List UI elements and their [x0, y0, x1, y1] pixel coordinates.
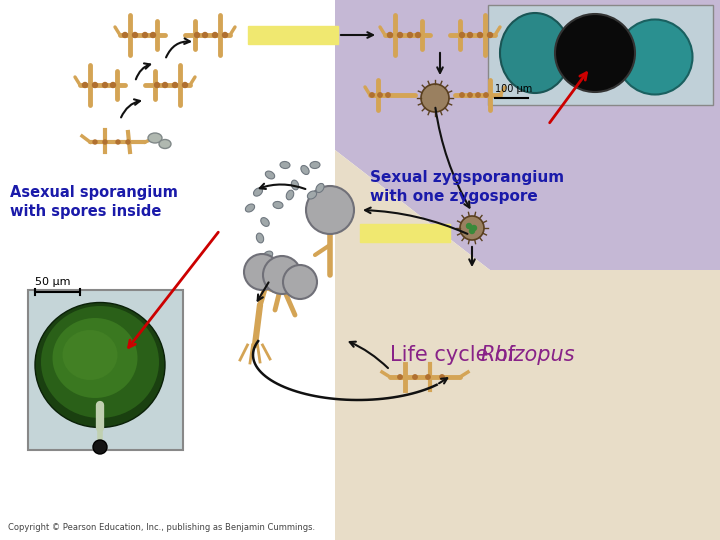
Ellipse shape: [307, 191, 317, 199]
Circle shape: [263, 256, 301, 294]
Circle shape: [467, 224, 472, 228]
Ellipse shape: [53, 318, 138, 398]
Ellipse shape: [316, 184, 324, 193]
Circle shape: [103, 140, 107, 144]
Circle shape: [426, 375, 431, 379]
Ellipse shape: [287, 190, 294, 200]
Circle shape: [460, 216, 484, 240]
Circle shape: [472, 226, 477, 231]
Ellipse shape: [301, 165, 309, 174]
Bar: [488, 5, 713, 105]
Circle shape: [244, 254, 280, 290]
Circle shape: [413, 375, 417, 379]
Circle shape: [155, 83, 160, 87]
Ellipse shape: [63, 330, 117, 380]
Circle shape: [122, 32, 127, 37]
Ellipse shape: [292, 180, 299, 190]
Circle shape: [476, 93, 480, 97]
Circle shape: [150, 32, 156, 37]
Bar: [28, 290, 183, 450]
Ellipse shape: [266, 171, 274, 179]
Text: Sexual zygsporangium
with one zygospore: Sexual zygsporangium with one zygospore: [370, 170, 564, 204]
Circle shape: [421, 84, 449, 112]
Circle shape: [283, 265, 317, 299]
Ellipse shape: [253, 188, 263, 196]
Text: 50 μm: 50 μm: [35, 277, 71, 287]
Circle shape: [83, 83, 88, 87]
Circle shape: [378, 93, 382, 97]
Circle shape: [387, 32, 392, 37]
Circle shape: [487, 32, 492, 37]
Ellipse shape: [305, 278, 315, 286]
Circle shape: [408, 32, 413, 37]
Circle shape: [477, 32, 482, 37]
Circle shape: [386, 93, 390, 97]
Circle shape: [173, 83, 178, 87]
Circle shape: [102, 83, 107, 87]
Ellipse shape: [256, 233, 264, 243]
Circle shape: [143, 32, 148, 37]
Ellipse shape: [280, 161, 290, 168]
Circle shape: [459, 32, 464, 37]
Circle shape: [116, 140, 120, 144]
Circle shape: [440, 375, 444, 379]
Ellipse shape: [290, 274, 300, 281]
Circle shape: [415, 32, 420, 37]
Ellipse shape: [275, 264, 284, 272]
Circle shape: [132, 32, 138, 37]
Circle shape: [93, 140, 97, 144]
Ellipse shape: [500, 13, 570, 93]
Ellipse shape: [273, 201, 283, 208]
Circle shape: [194, 32, 199, 37]
Ellipse shape: [555, 14, 635, 92]
Circle shape: [202, 32, 207, 37]
Ellipse shape: [159, 139, 171, 148]
Circle shape: [110, 83, 115, 87]
Circle shape: [93, 440, 107, 454]
Circle shape: [397, 375, 402, 379]
Polygon shape: [335, 150, 720, 540]
Circle shape: [467, 32, 472, 37]
Ellipse shape: [261, 218, 269, 226]
Circle shape: [212, 32, 217, 37]
Circle shape: [370, 93, 374, 97]
Text: Rhizopus: Rhizopus: [480, 345, 575, 365]
Text: 100 μm: 100 μm: [495, 84, 532, 94]
Ellipse shape: [618, 19, 693, 94]
Ellipse shape: [148, 133, 162, 143]
Circle shape: [468, 93, 472, 97]
Text: Asexual sporangium
with spores inside: Asexual sporangium with spores inside: [10, 185, 178, 219]
Circle shape: [484, 93, 488, 97]
Text: Life cycle of: Life cycle of: [390, 345, 522, 365]
Ellipse shape: [310, 161, 320, 168]
Ellipse shape: [35, 302, 165, 428]
Circle shape: [182, 83, 187, 87]
Circle shape: [92, 83, 97, 87]
Circle shape: [397, 32, 402, 37]
Circle shape: [163, 83, 168, 87]
Ellipse shape: [41, 306, 159, 418]
Circle shape: [126, 140, 130, 144]
Circle shape: [222, 32, 228, 37]
Circle shape: [469, 228, 474, 233]
Circle shape: [306, 186, 354, 234]
Ellipse shape: [264, 251, 273, 259]
Text: Copyright © Pearson Education, Inc., publishing as Benjamin Cummings.: Copyright © Pearson Education, Inc., pub…: [8, 523, 315, 532]
Bar: [360, 224, 450, 242]
Bar: [248, 26, 338, 44]
Polygon shape: [335, 0, 720, 270]
Circle shape: [460, 93, 464, 97]
Ellipse shape: [246, 204, 255, 212]
